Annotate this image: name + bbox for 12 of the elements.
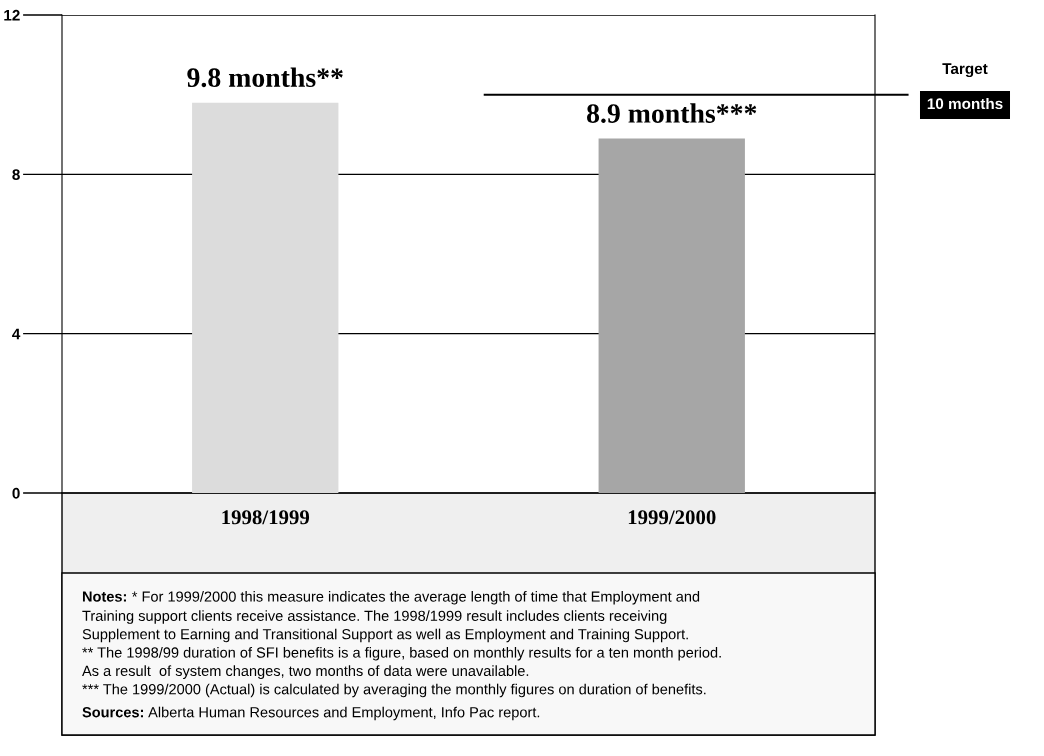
source-note: Sources: Alberta Human Resources and Employment, Info Pac report. <box>82 706 540 721</box>
y-tick-label: 8 <box>12 169 20 181</box>
y-tick-label: 0 <box>12 487 20 499</box>
text: Target <box>942 63 988 78</box>
y-tick-label: 12 <box>4 9 20 21</box>
data-label: 9.8 months** <box>187 67 343 88</box>
data-label: 8.9 months*** <box>587 103 757 123</box>
text: Notes: * For 1999/2000 this measure indicates the average length of time that Employment and Training support clients receive assistance. The 1998/1999 result includes clients receiving Supplement to Earning and Transitional Support as well as Employment and Training Support. ** The 1998/99 duration of SFI benefits is a figure, based on monthly results for a ten month period. As a result of system changes, two months of data were unavailable. *** The 1999/2000 (Actual) is calculated by averaging the monthly figures on duration of benefits. <box>82 591 721 698</box>
x-tick-label: 1998/1999 <box>222 510 310 525</box>
ref-line-label: 10 months <box>927 97 1003 110</box>
y-tick-label: 4 <box>12 328 21 340</box>
x-tick-label: 1999/2000 <box>628 510 716 525</box>
